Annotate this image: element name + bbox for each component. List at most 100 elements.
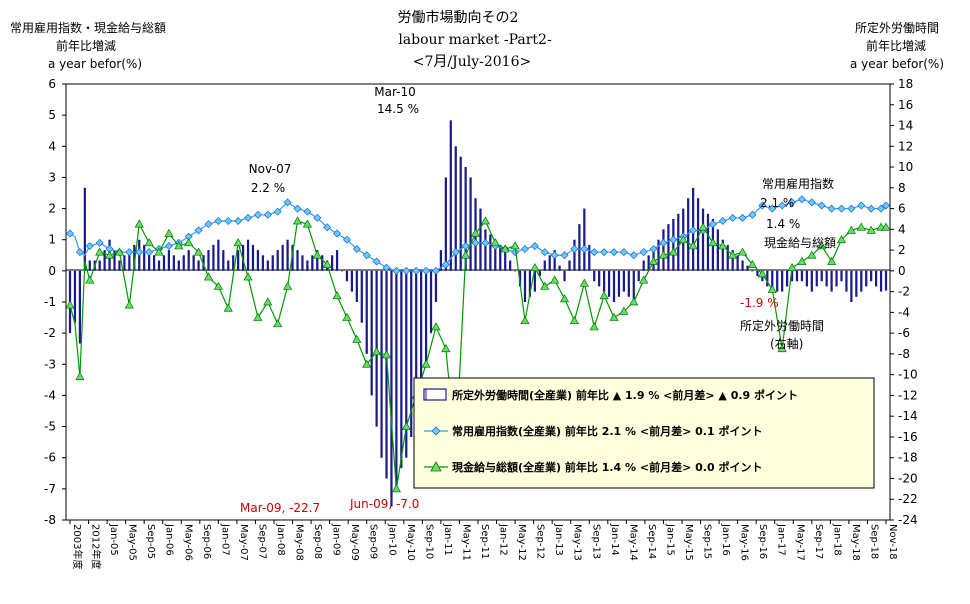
wage-point: [836, 235, 847, 244]
employment-point: [748, 210, 757, 219]
overtime-bar: [424, 270, 428, 365]
x-tick-label: Jan-13: [553, 523, 564, 556]
wage-point: [629, 297, 639, 306]
overtime-bar: [528, 270, 532, 297]
overtime-bar: [553, 250, 556, 271]
employment-point: [560, 251, 569, 260]
employment-point: [412, 266, 421, 275]
employment-point: [847, 204, 856, 213]
overtime-bar: [835, 270, 838, 287]
right-tick-label: -4: [898, 305, 910, 319]
right-tick-label: 14: [898, 119, 913, 133]
wage-point: [579, 278, 589, 287]
wage-point: [619, 306, 629, 315]
overtime-bar: [256, 250, 260, 271]
x-tick-label: Jan-18: [831, 523, 842, 556]
employment-point: [708, 220, 717, 229]
x-tick-label: Sep-15: [702, 524, 713, 559]
wage-point: [668, 247, 678, 256]
employment-point: [778, 201, 787, 210]
employment-point: [580, 245, 589, 254]
overtime-bar: [865, 270, 868, 287]
right-tick-label: 12: [898, 139, 913, 153]
overtime-bar: [850, 270, 853, 302]
legend-wage-label: 現金給与総額(全産業) 前年比 1.4 % <前月差> 0.0 ポイント: [452, 460, 762, 474]
x-tick-label: Jan-15: [664, 523, 675, 556]
x-tick-label: Jan-16: [720, 523, 731, 556]
employment-point: [95, 238, 104, 247]
overtime-bar: [612, 270, 616, 302]
overtime-bar: [884, 270, 888, 291]
overtime-bar: [118, 260, 121, 271]
wage-point: [787, 263, 797, 272]
overtime-bar: [266, 260, 269, 271]
x-tick-label: Sep-10: [423, 524, 434, 559]
overtime-bar: [296, 250, 299, 271]
overtime-bar: [162, 255, 166, 271]
overtime-bar: [716, 229, 719, 271]
overtime-bar: [340, 270, 344, 272]
overtime-bar: [776, 270, 779, 292]
overtime-bar: [187, 250, 190, 271]
employment-point: [402, 266, 411, 275]
right-tick-label: -16: [898, 430, 918, 444]
employment-point: [85, 241, 94, 250]
wage-point: [500, 244, 510, 253]
employment-point: [451, 248, 460, 257]
left-tick-label: 5: [48, 108, 56, 122]
x-tick-label: May-05: [127, 524, 138, 561]
x-tick-label: Sep-11: [479, 524, 490, 559]
overtime-bar: [439, 250, 443, 271]
wage-point: [461, 250, 471, 259]
x-tick-label: Sep-12: [535, 524, 546, 559]
wage-point: [490, 238, 500, 247]
employment-point: [540, 248, 549, 257]
x-tick-label: Nov-18: [887, 524, 898, 560]
chart-title-line1: 労働市場動向その2: [398, 9, 519, 26]
employment-line: [66, 195, 890, 275]
wage-point: [95, 247, 105, 256]
employment-point: [590, 248, 599, 257]
wage-point: [599, 291, 609, 300]
overtime-bar: [781, 270, 784, 292]
overtime-bar: [543, 260, 546, 271]
overtime-bar: [845, 270, 848, 292]
wage-polyline: [69, 219, 886, 489]
overtime-bar: [405, 270, 408, 458]
overtime-bar: [538, 270, 541, 277]
x-tick-label: May-13: [572, 524, 583, 561]
x-tick-label: May-07: [238, 524, 249, 561]
overtime-bar: [232, 255, 235, 271]
wage-point: [757, 269, 767, 278]
overtime-bar: [696, 198, 700, 271]
overtime-bar: [583, 208, 586, 271]
right-tick-label: -8: [898, 347, 910, 361]
left-tick-label: 3: [48, 170, 56, 184]
wage-point: [292, 216, 303, 225]
employment-point: [382, 263, 391, 272]
wage-point: [193, 247, 204, 256]
employment-point: [570, 245, 579, 254]
right-tick-label: -14: [898, 409, 918, 423]
overtime-bar: [598, 270, 601, 287]
right-tick-label: -18: [898, 451, 918, 465]
overtime-bar: [227, 260, 230, 271]
overtime-bar: [494, 239, 497, 271]
overtime-bar: [469, 177, 472, 271]
right-axis-ticks: -24-22-20-18-16-14-12-10-8-6-4-202468101…: [890, 77, 918, 527]
x-tick-label: May-09: [349, 524, 360, 561]
x-tick-label: 2003年度: [71, 524, 84, 569]
overtime-bar: [464, 167, 467, 271]
annotation-nov07-label: Nov-07: [249, 162, 292, 176]
employment-point: [392, 266, 401, 275]
employment-point: [788, 198, 797, 207]
overtime-bar: [513, 270, 517, 272]
wage-point: [381, 350, 392, 359]
annotation-nov07-value: 2.2 %: [251, 181, 285, 195]
x-tick-label: Jan-17: [776, 523, 787, 556]
overtime-bar: [355, 270, 358, 302]
wage-point: [559, 294, 570, 303]
overtime-bar: [855, 270, 858, 297]
employment-point: [293, 204, 302, 213]
overtime-bar: [736, 255, 739, 271]
